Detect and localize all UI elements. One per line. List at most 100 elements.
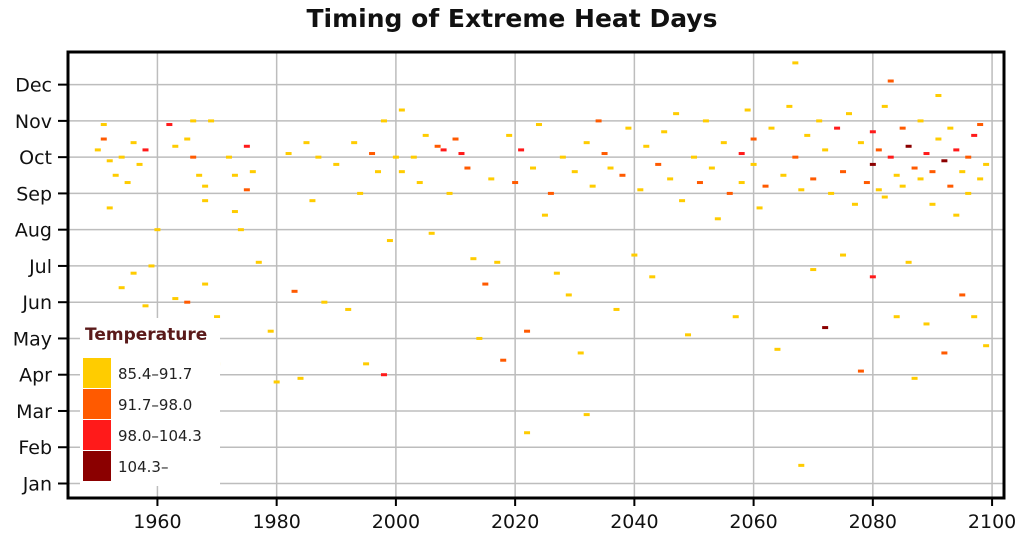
heat-day-mark <box>470 257 477 261</box>
heat-day-mark <box>708 166 715 170</box>
heat-day-mark <box>190 119 197 123</box>
heat-day-mark <box>869 130 876 134</box>
heat-day-mark <box>881 195 888 199</box>
heat-day-mark <box>696 181 703 185</box>
heat-day-mark <box>977 177 984 181</box>
heat-day-mark <box>840 170 847 174</box>
legend-label: 104.3– <box>118 458 168 476</box>
heat-day-mark <box>661 130 668 134</box>
heat-day-mark <box>899 184 906 188</box>
y-tick-label: Jun <box>21 292 52 314</box>
heat-day-mark <box>380 119 387 123</box>
heat-day-mark <box>392 155 399 159</box>
heat-day-mark <box>202 184 209 188</box>
heat-day-mark <box>202 199 209 203</box>
heat-day-mark <box>363 362 370 366</box>
heat-day-mark <box>947 184 954 188</box>
heat-day-mark <box>750 162 757 166</box>
heat-day-mark <box>243 144 250 148</box>
heat-day-mark <box>840 253 847 257</box>
heat-day-mark <box>625 126 632 130</box>
heat-day-mark <box>231 173 238 177</box>
heat-day-mark <box>518 148 525 152</box>
heat-day-mark <box>100 137 107 141</box>
heat-day-mark <box>398 108 405 112</box>
chart-title: Timing of Extreme Heat Days <box>307 4 718 33</box>
heat-day-mark <box>923 322 930 326</box>
heat-day-mark <box>118 286 125 290</box>
heat-day-mark <box>911 166 918 170</box>
heat-day-mark <box>965 191 972 195</box>
heat-day-mark <box>649 275 656 279</box>
heat-day-mark <box>923 152 930 156</box>
heat-day-mark <box>291 289 298 293</box>
heat-day-mark <box>345 307 352 311</box>
heat-day-mark <box>541 213 548 217</box>
heat-day-mark <box>655 162 662 166</box>
heat-day-mark <box>357 191 364 195</box>
heat-day-mark <box>237 228 244 232</box>
heat-day-mark <box>166 123 173 127</box>
plot-frame <box>66 50 1006 500</box>
heat-day-mark <box>202 282 209 286</box>
heat-day-mark <box>476 336 483 340</box>
heat-day-mark <box>857 141 864 145</box>
heat-day-mark <box>965 155 972 159</box>
heat-day-mark <box>94 148 101 152</box>
heat-day-mark <box>774 347 781 351</box>
x-tick-label: 1980 <box>252 511 300 533</box>
x-tick-label: 2100 <box>968 511 1016 533</box>
heat-day-mark <box>845 112 852 116</box>
heat-day-mark <box>977 123 984 127</box>
heat-day-mark <box>601 152 608 156</box>
heat-day-mark <box>804 133 811 137</box>
heat-day-mark <box>798 188 805 192</box>
heat-day-mark <box>547 191 554 195</box>
heat-day-mark <box>172 297 179 301</box>
heat-day-mark <box>983 344 990 348</box>
heat-day-mark <box>685 333 692 337</box>
heat-day-mark <box>810 268 817 272</box>
y-tick-label: Aug <box>15 220 52 242</box>
heat-day-mark <box>971 133 978 137</box>
heat-day-mark <box>446 191 453 195</box>
heat-day-mark <box>416 181 423 185</box>
legend-swatch <box>83 451 111 481</box>
data-marks <box>94 61 990 467</box>
heat-day-mark <box>124 181 131 185</box>
heat-day-mark <box>524 431 531 435</box>
heat-day-mark <box>690 155 697 159</box>
heat-day-mark <box>702 119 709 123</box>
heat-day-mark <box>172 144 179 148</box>
heat-day-mark <box>100 123 107 127</box>
heat-day-mark <box>917 119 924 123</box>
heat-day-mark <box>941 159 948 163</box>
heat-day-mark <box>738 181 745 185</box>
heat-day-mark <box>106 159 113 163</box>
heat-day-mark <box>834 126 841 130</box>
legend-swatch <box>83 420 111 450</box>
heat-day-mark <box>911 376 918 380</box>
heat-day-mark <box>917 177 924 181</box>
heat-day-mark <box>792 61 799 65</box>
x-tick-label: 2000 <box>372 511 420 533</box>
heat-day-mark <box>285 152 292 156</box>
heat-day-mark <box>369 152 376 156</box>
heat-day-mark <box>619 173 626 177</box>
heat-day-mark <box>524 329 531 333</box>
heat-day-mark <box>309 199 316 203</box>
heat-day-mark <box>190 155 197 159</box>
y-tick-label: Feb <box>18 437 52 459</box>
heat-day-mark <box>482 282 489 286</box>
heat-day-mark <box>243 188 250 192</box>
heat-day-mark <box>869 162 876 166</box>
legend-label: 98.0–104.3 <box>118 427 202 445</box>
x-tick-label: 1960 <box>133 511 181 533</box>
legend-label: 85.4–91.7 <box>118 365 192 383</box>
heat-day-mark <box>822 148 829 152</box>
heat-day-mark <box>810 177 817 181</box>
heat-day-mark <box>148 264 155 268</box>
heat-day-mark <box>744 108 751 112</box>
heat-day-mark <box>583 413 590 417</box>
heat-day-mark <box>637 188 644 192</box>
